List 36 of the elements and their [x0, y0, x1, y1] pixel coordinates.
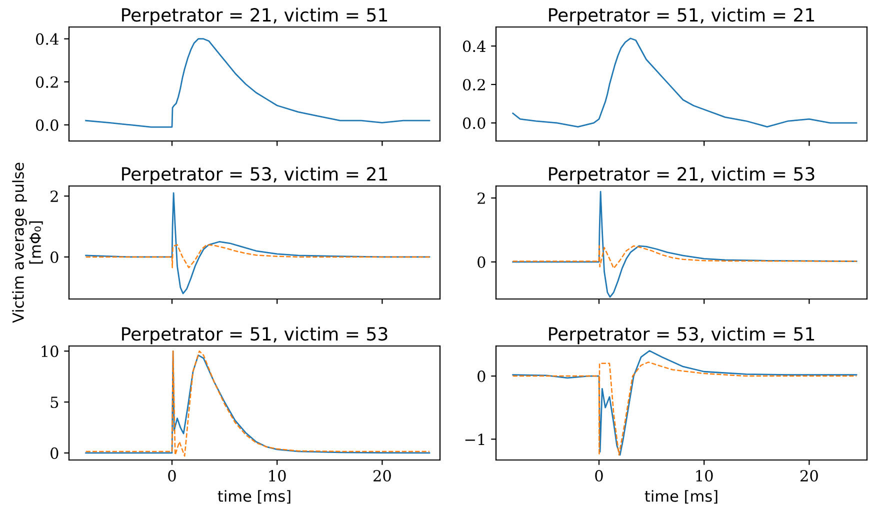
line-series: [85, 192, 430, 294]
x-tick-label: 0: [595, 470, 603, 482]
line-series: [512, 38, 858, 128]
y-tick-label: 0.4: [36, 33, 59, 45]
line-series: [512, 190, 858, 298]
chart-title: Perpetrator = 51, victim = 53: [122, 326, 388, 344]
line-series: [85, 244, 430, 268]
y-tick-label: 0.0: [36, 119, 58, 131]
y-tick-label: −1: [465, 434, 484, 445]
line-series: [85, 38, 430, 128]
x-axis-title: time [ms]: [644, 490, 718, 504]
chart-title: Perpetrator = 51, victim = 21: [549, 8, 814, 26]
y-tick-label: 0: [478, 370, 486, 382]
y-tick-label: 0: [478, 256, 486, 268]
x-axis-title: time [ms]: [218, 490, 290, 504]
chart-title: Perpetrator = 21, victim = 53: [549, 166, 814, 184]
x-tick-label: 10: [696, 470, 713, 482]
x-tick-label: 10: [269, 470, 286, 482]
line-series: [512, 245, 858, 269]
y-tick-label: 0.4: [462, 40, 486, 52]
y-tick-label: 0.0: [462, 117, 486, 129]
y-tick-label: 0: [50, 447, 58, 459]
y-tick-label: 0: [50, 251, 58, 263]
y-tick-label: 2: [478, 192, 485, 204]
x-tick-label: 20: [374, 470, 391, 482]
y-tick-label: 5: [50, 396, 58, 408]
x-tick-label: 0: [168, 470, 176, 482]
x-tick-label: 20: [800, 470, 818, 482]
y-tick-label: 0.2: [36, 76, 58, 88]
chart-title: Perpetrator = 53, victim = 51: [549, 326, 814, 344]
chart-title: Perpetrator = 53, victim = 21: [122, 166, 388, 184]
y-tick-label: 0.2: [462, 78, 485, 90]
y-tick-label: 2: [50, 190, 58, 202]
y-tick-label: 10: [42, 346, 58, 358]
chart-title: Perpetrator = 21, victim = 51: [122, 8, 388, 26]
y-axis-title: Victim average pulse [mΦ₀]: [12, 162, 43, 323]
